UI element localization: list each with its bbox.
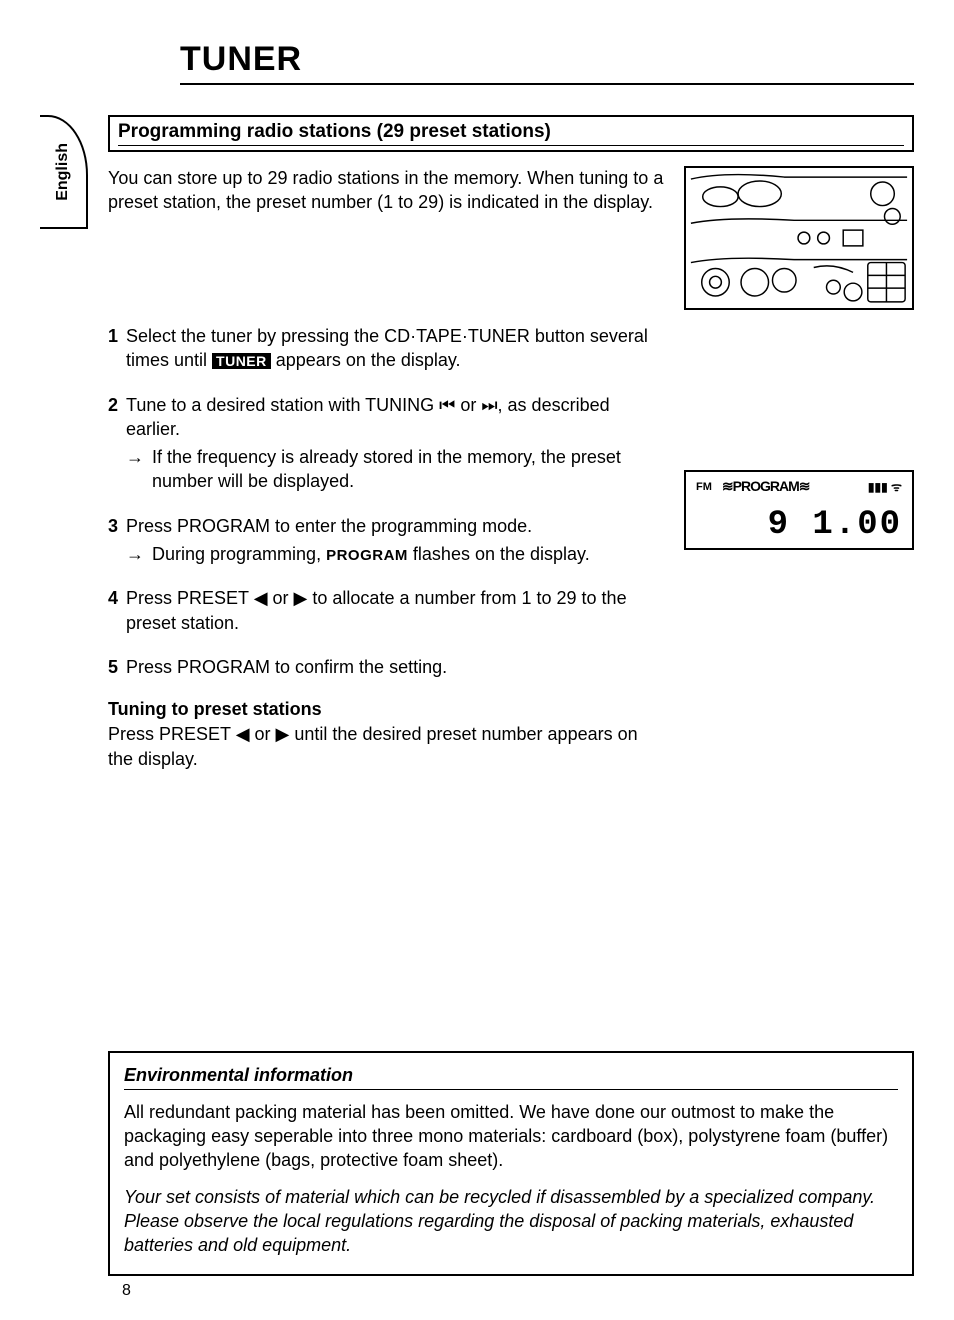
environmental-info-box: Environmental information All redundant … <box>108 1051 914 1276</box>
step-3-note-pre: During programming, <box>152 544 326 564</box>
tuning-subheading: Tuning to preset stations <box>108 699 666 720</box>
band-indicator: FM <box>696 481 712 493</box>
intro-paragraph: You can store up to 29 radio stations in… <box>108 166 666 215</box>
step-2: Tune to a desired station with TUNING ⏮ … <box>108 393 666 494</box>
tuning-text: Press PRESET ◀ or ▶ until the desired pr… <box>108 722 666 771</box>
env-paragraph-2: Your set consists of material which can … <box>124 1185 898 1258</box>
step-3-note-post: flashes on the display. <box>408 544 590 564</box>
page-number: 8 <box>122 1282 914 1300</box>
language-tab: English <box>40 115 88 229</box>
step-2-text: Tune to a desired station with TUNING ⏮ … <box>126 395 610 439</box>
section-heading: Programming radio stations (29 preset st… <box>118 121 904 146</box>
step-1: Select the tuner by pressing the CD·TAPE… <box>108 324 666 373</box>
steps-list: Select the tuner by pressing the CD·TAPE… <box>108 324 666 679</box>
page-title: TUNER <box>180 40 914 85</box>
step-3: Press PROGRAM to enter the programming m… <box>108 514 666 567</box>
step-2-note: If the frequency is already stored in th… <box>126 445 666 494</box>
frequency-readout: 9 1.00 <box>696 508 902 542</box>
step-4: Press PRESET ◀ or ▶ to allocate a number… <box>108 586 666 635</box>
program-label: PROGRAM <box>326 547 408 564</box>
device-illustration <box>684 166 914 310</box>
step-3-note: During programming, PROGRAM flashes on t… <box>126 542 666 566</box>
section-heading-box: Programming radio stations (29 preset st… <box>108 115 914 152</box>
step-5: Press PROGRAM to confirm the setting. <box>108 655 666 679</box>
program-indicator: ≋PROGRAM≋ <box>722 478 810 495</box>
language-label: English <box>54 143 72 201</box>
lcd-display: FM ≋PROGRAM≋ ▮▮▮ ᯤ 9 1.00 <box>684 470 914 550</box>
step-3-text: Press PROGRAM to enter the programming m… <box>126 516 532 536</box>
env-paragraph-1: All redundant packing material has been … <box>124 1100 898 1173</box>
step-1-text-post: appears on the display. <box>271 350 461 370</box>
tuner-badge: TUNER <box>212 353 271 369</box>
env-heading: Environmental information <box>124 1065 898 1090</box>
signal-indicator: ▮▮▮ ᯤ <box>868 478 902 495</box>
